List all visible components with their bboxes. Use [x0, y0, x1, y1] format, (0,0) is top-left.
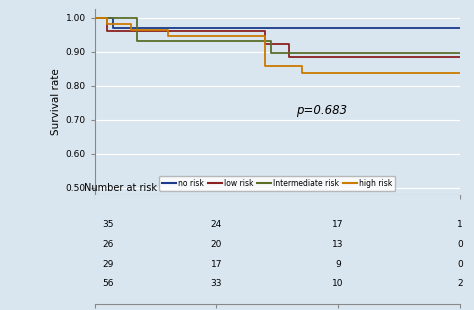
Text: 17: 17 [211, 260, 222, 269]
Text: 2: 2 [457, 280, 463, 289]
Text: 33: 33 [211, 280, 222, 289]
Text: 29: 29 [102, 260, 113, 269]
Text: Number at risk: Number at risk [84, 183, 157, 193]
Text: 10: 10 [332, 280, 344, 289]
Text: p=0.683: p=0.683 [296, 104, 346, 117]
Text: 17: 17 [332, 220, 344, 229]
Text: 26: 26 [102, 240, 113, 249]
Text: 0: 0 [457, 240, 463, 249]
Text: 20: 20 [211, 240, 222, 249]
Text: 9: 9 [335, 260, 341, 269]
Text: 0: 0 [457, 260, 463, 269]
Text: 13: 13 [332, 240, 344, 249]
Text: 1: 1 [457, 220, 463, 229]
Text: 56: 56 [102, 280, 114, 289]
Y-axis label: Survival rate: Survival rate [52, 69, 62, 135]
Text: 24: 24 [211, 220, 222, 229]
Legend: no risk, low risk, Intermediate risk, high risk: no risk, low risk, Intermediate risk, hi… [159, 176, 395, 191]
Text: 35: 35 [102, 220, 114, 229]
